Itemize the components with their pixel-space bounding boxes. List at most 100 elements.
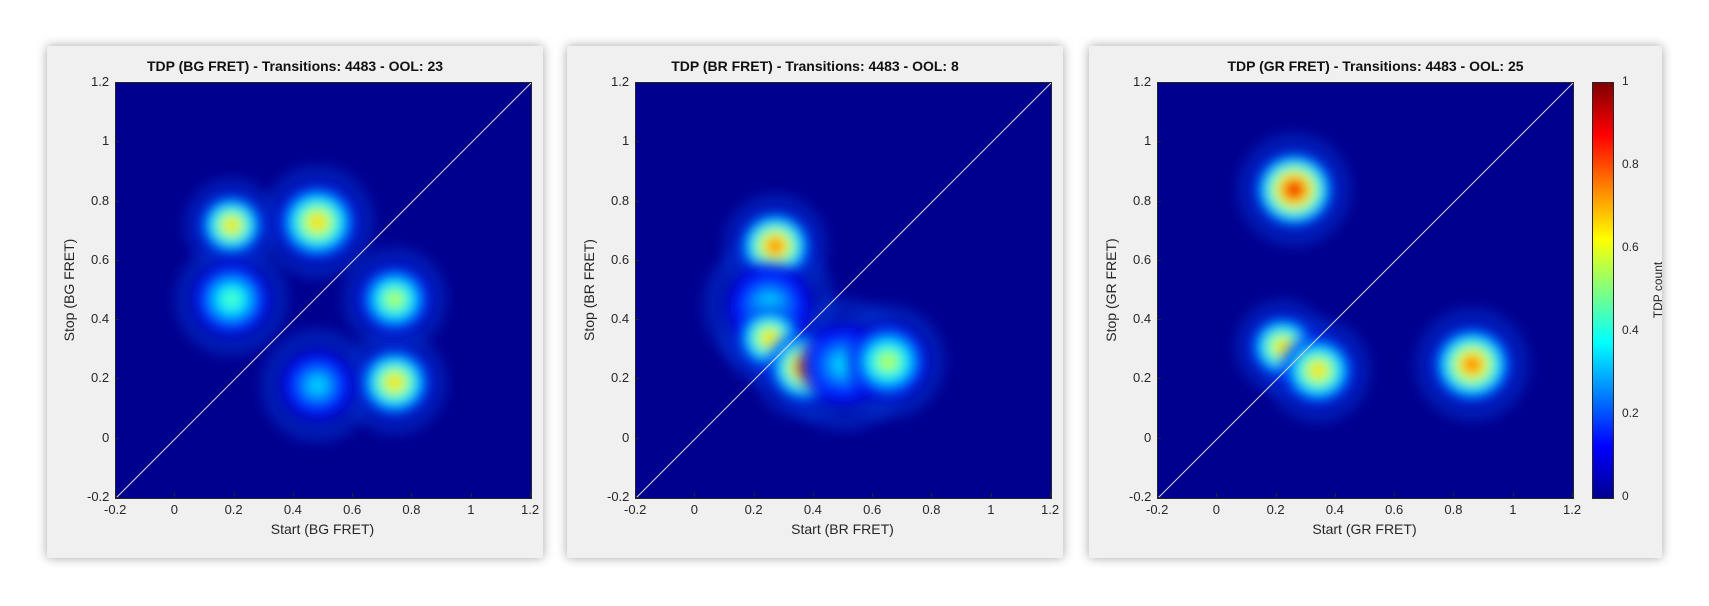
x-tick-label: 0.4 [803,502,822,517]
x-tick-mark [812,493,814,497]
y-tick-label: -0.2 [607,489,630,504]
x-tick-mark [530,493,531,497]
x-tick-label: 1 [987,502,995,517]
colorbar-tick-label: 0.6 [1622,240,1639,254]
x-axis-label: Start (GR FRET) [1312,521,1417,537]
transition-peak [274,344,361,426]
x-tick-label: 0.8 [922,502,941,517]
transition-peak [274,181,361,263]
colorbar-tick-label: 0.2 [1622,406,1639,420]
transition-peak [1278,333,1358,408]
x-tick-label: 0.2 [1266,502,1285,517]
x-tick-label: 1.2 [521,502,540,517]
x-tick-mark [470,493,472,497]
heatmap-svg [636,83,1051,498]
x-tick-label: -0.2 [104,502,127,517]
x-tick-mark [1157,493,1158,497]
y-axis-label: Stop (BR FRET) [581,238,597,341]
y-tick-mark [115,259,119,261]
y-tick-label: 1 [1144,133,1152,149]
x-tick-mark [115,493,116,497]
y-tick-mark [1157,82,1161,83]
y-tick-mark [635,497,639,498]
chart-title: TDP (BG FRET) - Transitions: 4483 - OOL:… [146,58,444,74]
x-tick-mark [1216,493,1218,497]
y-tick-label: 0.2 [91,370,110,386]
y-tick-label: 1.2 [1133,74,1152,89]
y-tick-label: 0.6 [611,251,630,267]
x-tick-mark [1275,493,1277,497]
y-tick-label: -0.2 [1129,489,1152,504]
y-tick-mark [635,378,639,380]
x-tick-mark [694,493,696,497]
colorbar-tick-label: 1 [1622,74,1629,88]
x-tick-label: 0.8 [1444,502,1463,517]
y-tick-label: 0.2 [611,370,630,386]
tdp-panel-br: TDP (BR FRET) - Transitions: 4483 - OOL:… [567,46,1063,558]
x-tick-label: 0.6 [343,502,362,517]
y-tick-label: 0.8 [1133,192,1152,208]
y-tick-label: 0.4 [91,311,110,327]
y-tick-mark [115,319,119,321]
tdp-panel-gr: TDP (GR FRET) - Transitions: 4483 - OOL:… [1089,46,1665,558]
y-tick-label: 0.8 [91,192,110,208]
heatmap-svg [116,83,531,498]
transition-peak [845,321,931,403]
y-tick-mark [1157,200,1161,202]
y-tick-mark [115,378,119,380]
x-tick-mark [1394,493,1396,497]
x-tick-label: 0.8 [402,502,421,517]
x-tick-label: 0.4 [283,502,302,517]
x-tick-label: -0.2 [624,502,647,517]
x-tick-mark [931,493,933,497]
colorbar-tick-label: 0 [1622,489,1629,503]
x-axis-label: Start (BR FRET) [791,521,894,537]
x-tick-mark [411,493,413,497]
y-tick-mark [635,200,639,202]
y-tick-mark [1157,437,1161,439]
colorbar-tick-label: 0.4 [1622,323,1639,337]
x-tick-mark [1512,493,1514,497]
colorbar-tick-label: 0.8 [1622,157,1639,171]
y-tick-label: 1.2 [611,74,630,89]
y-tick-label: 1.2 [91,74,110,89]
y-tick-label: 0 [1144,429,1152,445]
x-tick-mark [292,493,294,497]
chart-title: TDP (GR FRET) - Transitions: 4483 - OOL:… [1227,58,1524,74]
diagonal-line [1158,83,1573,498]
y-tick-mark [1157,259,1161,261]
y-tick-mark [1157,378,1161,380]
x-tick-mark [1572,493,1573,497]
x-tick-mark [174,493,176,497]
diagonal-line [636,83,1051,498]
x-tick-mark [352,493,354,497]
x-tick-label: 0 [690,502,699,517]
transition-peak [1251,149,1338,231]
colorbar-label: TDP count [1651,261,1665,318]
x-tick-label: 1 [1509,502,1517,517]
colorbar [1592,82,1614,499]
x-tick-mark [233,493,235,497]
y-tick-label: 0.4 [611,311,630,327]
x-tick-mark [872,493,874,497]
x-tick-label: 0.6 [863,502,882,517]
x-tick-label: 0.4 [1325,502,1344,517]
x-tick-label: 0 [1212,502,1221,517]
y-tick-label: 0.6 [91,251,110,267]
x-tick-label: 1 [467,502,475,517]
x-tick-mark [990,493,992,497]
transition-peak [196,191,268,260]
transition-peak [355,345,434,420]
x-tick-label: 0.2 [744,502,763,517]
y-tick-mark [115,497,119,498]
transition-peak [1429,324,1515,406]
x-tick-label: 0.6 [1385,502,1404,517]
y-tick-label: 0.8 [611,192,630,208]
y-axis-label: Stop (GR FRET) [1103,237,1119,342]
transition-peak [188,258,275,340]
x-tick-label: 0 [170,502,179,517]
x-tick-label: -0.2 [1146,502,1169,517]
heatmap-plot-area [635,82,1052,499]
y-tick-mark [1157,319,1161,321]
y-tick-mark [1157,141,1161,143]
